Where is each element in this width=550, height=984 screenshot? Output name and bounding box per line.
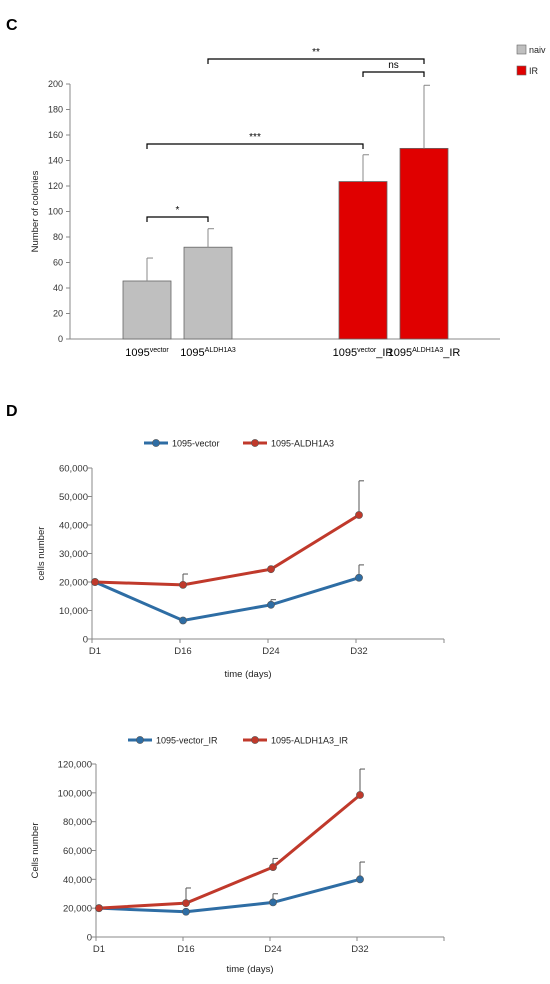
- data-point: [355, 573, 363, 582]
- y-tick-label: 100: [48, 207, 63, 217]
- bar: [122, 280, 172, 340]
- data-point: [179, 616, 187, 625]
- x-category-label: 1095vector_IR: [333, 347, 394, 359]
- bar: [338, 181, 388, 340]
- x-tick-label: D32: [350, 646, 367, 657]
- panel-c-bar-chart: C 0 20 40 60 80 100 120 140 160 180 200 Number of c…: [6, 17, 546, 359]
- legend-label: IR: [529, 66, 539, 76]
- y-tick-label: 80,000: [63, 817, 92, 828]
- legend-label: 1095-vector_IR: [156, 736, 218, 746]
- y-tick-label: 0: [58, 334, 63, 344]
- y-tick-label: 140: [48, 156, 63, 166]
- data-point: [182, 899, 190, 908]
- x-tick-label: D1: [93, 944, 105, 955]
- legend-marker: [251, 736, 259, 744]
- significance-bracket: [362, 71, 425, 77]
- legend-label: 1095-ALDH1A3_IR: [271, 736, 349, 746]
- y-tick-label: 40: [53, 283, 63, 293]
- significance-bracket: [146, 216, 209, 222]
- y-tick-label: 100,000: [58, 788, 92, 799]
- x-axis-title: time (days): [227, 964, 274, 975]
- significance-label: ns: [388, 60, 399, 71]
- legend-marker: [251, 439, 259, 447]
- x-tick-label: D16: [174, 646, 191, 657]
- x-category-label: 1095ALDH1A3: [180, 347, 236, 359]
- y-tick-label: 30,000: [59, 549, 88, 560]
- y-tick-label: 60,000: [63, 846, 92, 857]
- x-tick-label: D1: [89, 646, 101, 657]
- y-tick-label: 80: [53, 232, 63, 242]
- panel-label-d: D: [6, 403, 18, 420]
- y-tick-label: 20: [53, 309, 63, 319]
- y-tick-label: 120,000: [58, 760, 92, 771]
- significance-bracket: [146, 143, 364, 149]
- y-tick-label: 60: [53, 258, 63, 268]
- data-point: [269, 898, 277, 907]
- legend-marker: [136, 736, 144, 744]
- y-tick-label: 10,000: [59, 606, 88, 617]
- panel-d-line-chart-ir: 0 20,000 40,000 60,000 80,000 100,000 120,000 D…: [30, 736, 445, 975]
- series-line: [94, 513, 360, 587]
- bar: [399, 147, 449, 340]
- y-axis-title: Cells number: [30, 823, 41, 879]
- bar: [183, 246, 233, 340]
- y-tick-label: 0: [83, 635, 88, 646]
- panel-label-c: C: [6, 17, 18, 34]
- y-tick-label: 160: [48, 130, 63, 140]
- legend-label: 1095-vector: [172, 439, 220, 449]
- y-tick-label: 200: [48, 79, 63, 89]
- significance-label: *: [176, 205, 180, 216]
- significance-label: **: [312, 47, 320, 58]
- x-tick-label: D24: [262, 646, 279, 657]
- y-tick-label: 50,000: [59, 492, 88, 503]
- x-category-label: 1095vector: [125, 347, 169, 359]
- data-point: [95, 904, 103, 913]
- data-point: [267, 565, 275, 574]
- legend: naiv IR: [516, 44, 546, 76]
- data-point: [356, 791, 364, 799]
- x-tick-label: D16: [177, 944, 194, 955]
- x-axis-title: time (days): [225, 669, 272, 680]
- significance-label: ***: [249, 132, 261, 143]
- y-axis-title: Number of colonies: [30, 170, 41, 252]
- legend-label: 1095-ALDH1A3: [271, 439, 334, 449]
- data-point: [267, 600, 275, 609]
- legend-swatch: [516, 44, 527, 55]
- y-tick-label: 40,000: [59, 521, 88, 532]
- y-tick-label: 60,000: [59, 464, 88, 475]
- data-point: [355, 511, 363, 519]
- y-tick-label: 180: [48, 105, 63, 115]
- series-line: [94, 576, 360, 623]
- x-tick-label: D24: [264, 944, 281, 955]
- y-tick-label: 20,000: [63, 904, 92, 915]
- legend-marker: [152, 439, 160, 447]
- legend-swatch: [516, 65, 527, 76]
- series-line: [98, 793, 361, 910]
- data-point: [179, 580, 187, 589]
- y-tick-label: 40,000: [63, 875, 92, 886]
- data-point: [356, 875, 364, 884]
- x-tick-label: D32: [351, 944, 368, 955]
- series-line: [98, 877, 361, 914]
- y-axis-title: cells number: [36, 527, 47, 581]
- legend-label: naiv: [529, 45, 546, 55]
- x-category-label: 1095ALDH1A3_IR: [388, 347, 461, 359]
- y-tick-label: 20,000: [59, 578, 88, 589]
- data-point: [182, 907, 190, 916]
- y-tick-label: 0: [87, 933, 92, 944]
- y-tick-label: 120: [48, 181, 63, 191]
- panel-d-line-chart-naive: D 0 10,000 20,000 30,000 40,000 50,000 60,000 D…: [6, 403, 445, 680]
- significance-bracket: [207, 58, 425, 64]
- data-point: [269, 863, 277, 871]
- data-point: [91, 578, 99, 586]
